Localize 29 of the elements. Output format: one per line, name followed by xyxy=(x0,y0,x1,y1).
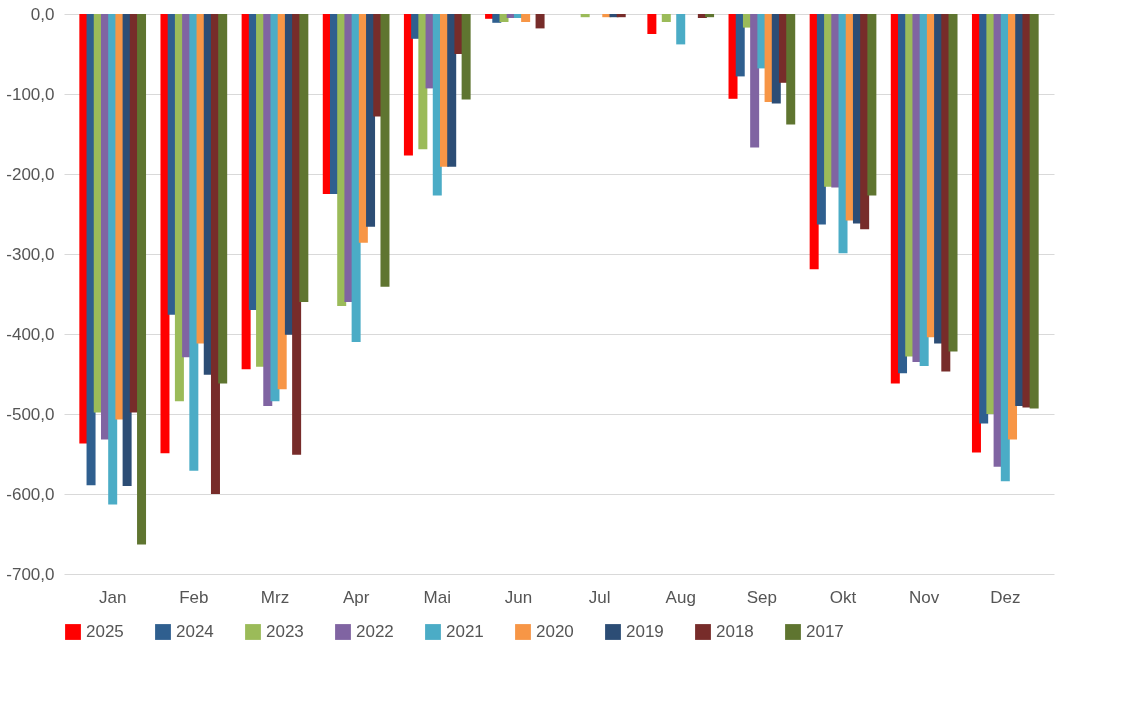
legend-label: 2018 xyxy=(716,622,754,641)
x-tick-label: Aug xyxy=(665,587,696,607)
y-tick-label: -600,0 xyxy=(6,484,55,504)
x-tick-label: Jun xyxy=(504,587,533,607)
legend-label: 2021 xyxy=(446,622,484,641)
legend-label: 2017 xyxy=(806,622,844,641)
x-tick-label: Feb xyxy=(179,587,209,607)
x-tick-label: Okt xyxy=(829,587,857,607)
x-tick-label: Jul xyxy=(588,587,611,607)
x-tick-label: Dez xyxy=(990,587,1021,607)
legend-label: 2024 xyxy=(176,622,214,641)
y-tick-label: -700,0 xyxy=(6,564,55,584)
y-tick-label: -500,0 xyxy=(6,404,55,424)
x-tick-label: Mrz xyxy=(260,587,290,607)
x-tick-label: Jan xyxy=(98,587,127,607)
legend-label: 2019 xyxy=(626,622,664,641)
x-tick-label: Apr xyxy=(342,587,370,607)
y-tick-label: -200,0 xyxy=(6,164,55,184)
legend-label: 2022 xyxy=(356,622,394,641)
legend-label: 2020 xyxy=(536,622,574,641)
x-tick-label: Mai xyxy=(423,587,451,607)
y-tick-label: -100,0 xyxy=(6,84,55,104)
x-tick-label: Sep xyxy=(746,587,777,607)
y-tick-label: 0,0 xyxy=(30,4,55,24)
y-tick-label: -300,0 xyxy=(6,244,55,264)
legend-label: 2023 xyxy=(266,622,304,641)
y-tick-label: -400,0 xyxy=(6,324,55,344)
legend-label: 2025 xyxy=(86,622,124,641)
x-tick-label: Nov xyxy=(909,587,940,607)
